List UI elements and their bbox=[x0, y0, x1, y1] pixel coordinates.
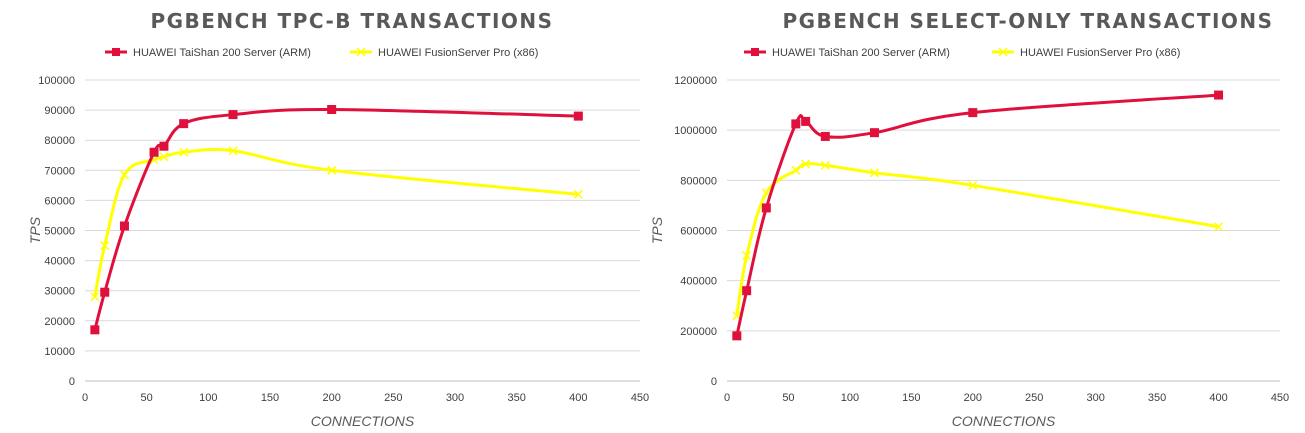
data-point-square bbox=[820, 131, 830, 141]
data-point-x bbox=[742, 251, 752, 261]
data-point-square bbox=[573, 111, 583, 121]
x-tick-label: 50 bbox=[141, 392, 153, 404]
data-point-square bbox=[1214, 90, 1224, 100]
x-axis-label: CONNECTIONS bbox=[952, 413, 1056, 429]
x-tick-label: 200 bbox=[964, 392, 982, 404]
y-tick-label: 0 bbox=[711, 376, 717, 388]
chart-svg: PGBENCH SELECT-ONLY TRANSACTIONS HUAWEI T… bbox=[650, 9, 1289, 429]
data-point-x bbox=[119, 170, 129, 180]
x-tick-label: 250 bbox=[384, 392, 402, 404]
data-point-square bbox=[732, 331, 742, 341]
y-tick-label: 30000 bbox=[44, 286, 75, 298]
data-point-square bbox=[791, 119, 801, 129]
y-tick-label: 80000 bbox=[44, 135, 75, 147]
y-tick-label: 200000 bbox=[680, 326, 717, 338]
y-tick-label: 100000 bbox=[38, 75, 75, 87]
data-point-x bbox=[820, 160, 830, 170]
x-tick-label: 0 bbox=[82, 392, 88, 404]
x-tick-label: 150 bbox=[902, 392, 920, 404]
y-tick-label: 800000 bbox=[680, 175, 717, 187]
x-tick-label: 450 bbox=[1271, 392, 1289, 404]
data-point-square bbox=[968, 108, 978, 118]
legend-label: HUAWEI FusionServer Pro (x86) bbox=[378, 47, 538, 59]
y-axis-label: TPS bbox=[27, 216, 43, 244]
legend-marker-square bbox=[112, 48, 120, 56]
x-tick-label: 50 bbox=[782, 392, 794, 404]
x-tick-label: 300 bbox=[446, 392, 464, 404]
legend-label: HUAWEI TaiShan 200 Server (ARM) bbox=[772, 47, 950, 59]
x-tick-label: 0 bbox=[724, 392, 730, 404]
data-point-square bbox=[159, 141, 169, 151]
legend-marker-x bbox=[998, 47, 1008, 57]
x-tick-label: 100 bbox=[199, 392, 217, 404]
x-tick-label: 300 bbox=[1086, 392, 1104, 404]
legend-marker-x bbox=[356, 47, 366, 57]
data-point-x bbox=[573, 189, 583, 199]
x-tick-label: 200 bbox=[322, 392, 340, 404]
chart-svg: PGBENCH TPC-B TRANSACTIONS HUAWEI TaiShan… bbox=[27, 9, 649, 429]
data-point-square bbox=[761, 203, 771, 213]
series-line bbox=[735, 162, 1219, 317]
y-tick-label: 600000 bbox=[680, 226, 717, 238]
x-tick-label: 450 bbox=[631, 392, 649, 404]
data-point-square bbox=[90, 325, 100, 335]
y-tick-label: 70000 bbox=[44, 165, 75, 177]
y-tick-label: 1200000 bbox=[674, 75, 717, 87]
data-point-x bbox=[159, 152, 169, 162]
data-point-square bbox=[801, 116, 811, 126]
legend-label: HUAWEI TaiShan 200 Server (ARM) bbox=[133, 47, 311, 59]
data-point-x bbox=[100, 241, 110, 251]
data-point-square bbox=[869, 128, 879, 138]
x-tick-label: 400 bbox=[569, 392, 587, 404]
x-tick-label: 100 bbox=[841, 392, 859, 404]
y-tick-label: 0 bbox=[69, 376, 75, 388]
data-point-square bbox=[327, 104, 337, 114]
data-point-x bbox=[801, 159, 811, 169]
data-point-x bbox=[791, 165, 801, 175]
data-point-square bbox=[742, 286, 752, 296]
series-line bbox=[93, 147, 579, 297]
data-point-x bbox=[179, 147, 189, 157]
y-tick-label: 400000 bbox=[680, 276, 717, 288]
data-point-x bbox=[327, 165, 337, 175]
data-point-square bbox=[179, 119, 189, 129]
x-tick-label: 400 bbox=[1209, 392, 1227, 404]
data-point-square bbox=[228, 110, 238, 120]
data-point-x bbox=[869, 168, 879, 178]
legend-marker-square bbox=[751, 48, 759, 56]
y-tick-label: 40000 bbox=[44, 256, 75, 268]
x-tick-label: 250 bbox=[1025, 392, 1043, 404]
data-point-x bbox=[228, 146, 238, 156]
x-tick-label: 350 bbox=[507, 392, 525, 404]
data-point-square bbox=[100, 287, 110, 297]
data-point-x bbox=[90, 292, 100, 302]
x-axis-label: CONNECTIONS bbox=[311, 413, 415, 429]
series-line bbox=[93, 107, 579, 331]
x-tick-label: 150 bbox=[261, 392, 279, 404]
y-tick-label: 90000 bbox=[44, 105, 75, 117]
chart-title: PGBENCH SELECT-ONLY TRANSACTIONS bbox=[782, 9, 1273, 33]
data-point-square bbox=[119, 221, 129, 231]
y-tick-label: 60000 bbox=[44, 195, 75, 207]
data-point-x bbox=[1214, 222, 1224, 232]
chart-select-only: PGBENCH SELECT-ONLY TRANSACTIONS HUAWEI T… bbox=[650, 0, 1300, 433]
data-point-square bbox=[149, 147, 159, 157]
y-tick-label: 1000000 bbox=[674, 125, 717, 137]
y-tick-label: 20000 bbox=[44, 316, 75, 328]
y-tick-label: 10000 bbox=[44, 346, 75, 358]
legend-label: HUAWEI FusionServer Pro (x86) bbox=[1020, 47, 1180, 59]
chart-tpcb: PGBENCH TPC-B TRANSACTIONS HUAWEI TaiShan… bbox=[0, 0, 650, 433]
y-axis-label: TPS bbox=[650, 216, 665, 244]
y-tick-label: 50000 bbox=[44, 226, 75, 238]
x-tick-label: 350 bbox=[1148, 392, 1166, 404]
data-point-x bbox=[968, 180, 978, 190]
chart-title: PGBENCH TPC-B TRANSACTIONS bbox=[150, 9, 553, 33]
